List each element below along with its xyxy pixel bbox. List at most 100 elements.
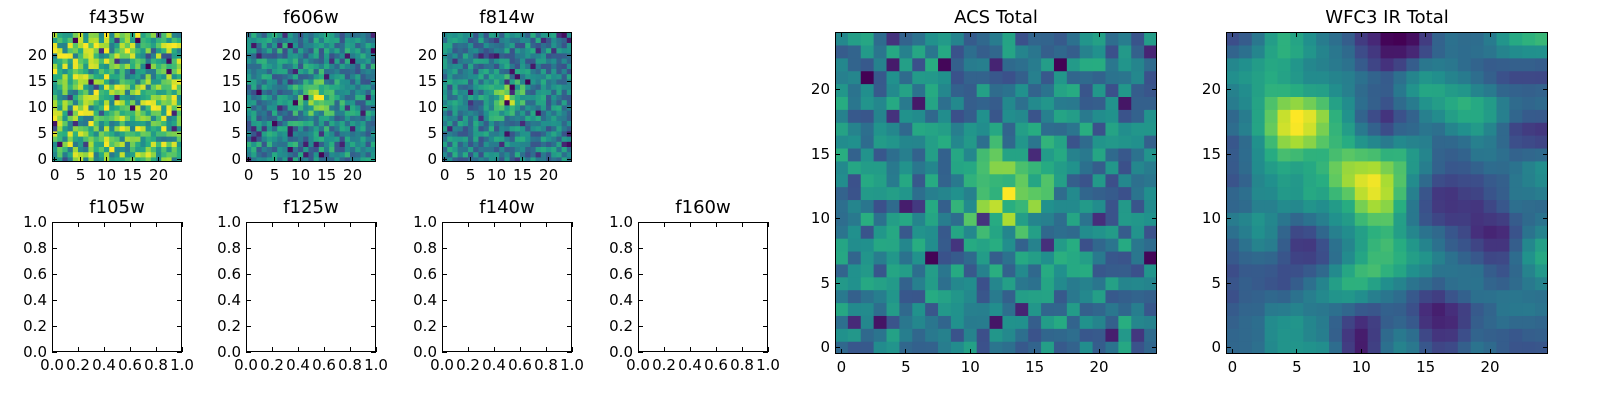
x-tick-label: 0.4 xyxy=(92,356,116,374)
x-tick-mark xyxy=(271,347,273,352)
heatmap-cell xyxy=(847,302,862,316)
x-tick-mark xyxy=(155,222,157,227)
heatmap-cell xyxy=(1341,250,1356,265)
heatmap-cell xyxy=(509,89,516,95)
heatmap-cell xyxy=(1444,122,1459,136)
heatmap-cell xyxy=(1380,263,1395,278)
heatmap-cell xyxy=(1041,341,1055,354)
heatmap-cell xyxy=(976,96,991,110)
heatmap-cell xyxy=(72,99,79,106)
heatmap-cell xyxy=(308,151,315,158)
heatmap-cell xyxy=(130,94,136,101)
heatmap-cell xyxy=(360,115,367,121)
heatmap-cell xyxy=(261,136,268,142)
heatmap-cell xyxy=(277,115,283,121)
heatmap-cell xyxy=(272,52,278,59)
heatmap-cell xyxy=(1457,199,1472,213)
heatmap-cell xyxy=(1053,44,1068,59)
heatmap-cell xyxy=(1015,302,1029,316)
heatmap-cell xyxy=(473,94,479,101)
heatmap-cell xyxy=(1354,289,1369,304)
heatmap-cell xyxy=(365,110,372,116)
heatmap-cell xyxy=(447,110,453,116)
heatmap-cell xyxy=(1066,328,1081,342)
heatmap-cell xyxy=(166,120,173,127)
heatmap-cell xyxy=(1535,250,1548,265)
heatmap-cell xyxy=(124,89,131,95)
heatmap-cell xyxy=(1496,147,1510,162)
heatmap-cell xyxy=(462,141,469,147)
heatmap-cell xyxy=(1316,96,1330,110)
heatmap-cell xyxy=(93,89,100,95)
heatmap-cell xyxy=(447,141,453,147)
heatmap-cell xyxy=(540,99,547,106)
heatmap-cell xyxy=(457,110,464,116)
heatmap-cell xyxy=(1509,276,1523,291)
heatmap-cell xyxy=(462,130,469,137)
heatmap-cell xyxy=(1380,109,1395,123)
y-tick-mark xyxy=(52,325,57,327)
heatmap-cell xyxy=(246,58,252,64)
heatmap-cell xyxy=(1226,122,1240,136)
heatmap-cell xyxy=(1066,289,1081,304)
heatmap-cell xyxy=(912,83,926,97)
heatmap-cell xyxy=(287,99,294,106)
heatmap-cell xyxy=(860,135,875,149)
heatmap-cell xyxy=(1251,32,1266,46)
heatmap-cell xyxy=(1496,315,1510,329)
heatmap-cell xyxy=(166,94,173,101)
heatmap-cell xyxy=(93,84,100,90)
heatmap-cell xyxy=(1053,225,1068,239)
heatmap-cell xyxy=(313,63,320,69)
heatmap-cell xyxy=(938,147,952,162)
heatmap-cell xyxy=(365,125,372,132)
heatmap-cell xyxy=(551,47,557,54)
heatmap-cell xyxy=(989,276,1004,291)
heatmap-cell xyxy=(365,156,372,162)
heatmap-cell xyxy=(950,109,965,123)
heatmap-cell xyxy=(287,110,294,116)
heatmap-cell xyxy=(124,37,131,43)
x-tick-mark xyxy=(519,347,521,352)
heatmap-cell xyxy=(1406,341,1420,354)
heatmap-cell xyxy=(344,63,351,69)
heatmap-cell xyxy=(161,156,167,162)
heatmap-cell xyxy=(499,130,505,137)
heatmap-cell xyxy=(339,146,346,153)
heatmap-cell xyxy=(457,68,464,75)
heatmap-cell xyxy=(912,122,926,136)
heatmap-cell xyxy=(452,68,459,75)
heatmap-cell xyxy=(478,151,485,158)
heatmap-cell xyxy=(355,130,361,137)
heatmap-cell xyxy=(963,173,978,188)
heatmap-cell xyxy=(1406,32,1420,46)
heatmap-cell xyxy=(530,42,537,49)
heatmap-cell xyxy=(78,130,84,137)
heatmap-cell xyxy=(847,315,862,329)
heatmap-cell xyxy=(950,147,965,162)
heatmap-cell xyxy=(457,120,464,127)
y-tick-mark xyxy=(371,351,376,353)
heatmap-cell xyxy=(355,63,361,69)
x-tick-mark xyxy=(1098,32,1100,37)
heatmap-cell xyxy=(277,84,283,90)
heatmap-cell xyxy=(313,42,320,49)
heatmap-cell xyxy=(282,136,289,142)
heatmap-cell xyxy=(540,136,547,142)
heatmap-cell xyxy=(468,104,474,111)
heatmap-cell xyxy=(468,73,474,80)
heatmap-cell xyxy=(530,89,537,95)
heatmap-cell xyxy=(119,52,126,59)
heatmap-cell xyxy=(886,276,900,291)
heatmap-cell xyxy=(499,125,505,132)
heatmap-cell xyxy=(350,115,356,121)
heatmap-cell xyxy=(88,63,95,69)
heatmap-cell xyxy=(156,42,162,49)
heatmap-cell xyxy=(556,130,563,137)
heatmap-cell xyxy=(251,125,257,132)
heatmap-cell xyxy=(483,73,490,80)
y-tick-label: 10 xyxy=(27,97,47,116)
heatmap-cell xyxy=(1444,263,1459,278)
heatmap-cell xyxy=(483,125,490,132)
heatmap-cell xyxy=(171,141,178,147)
